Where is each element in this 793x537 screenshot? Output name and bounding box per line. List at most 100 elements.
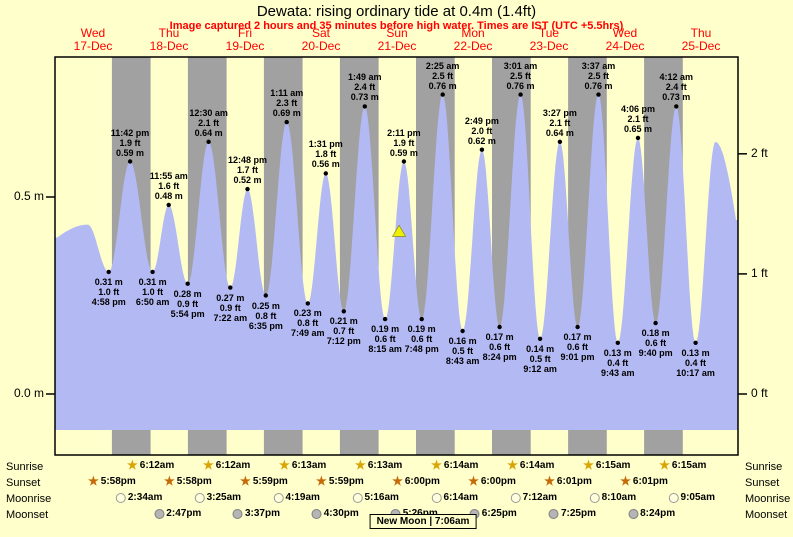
sunrise-entry: ★ 6:14am — [431, 458, 478, 472]
tide-extreme-dot — [497, 324, 502, 330]
moonset-row-label-left: Moonset — [6, 509, 49, 521]
moonrise-moon-icon — [510, 492, 521, 503]
sunrise-entry: ★ 6:13am — [355, 458, 403, 472]
tide-high-label: 12:30 am 2.1 ft 0.64 m — [189, 107, 228, 138]
moonrise-moon-icon — [352, 492, 363, 503]
sunset-entry: ★ 6:00pm — [392, 474, 440, 488]
moonrise-moon-icon — [273, 492, 284, 503]
sunrise-star-icon: ★ — [203, 458, 214, 472]
tide-high-label: 2:11 pm 1.9 ft 0.59 m — [387, 127, 421, 158]
tide-low-label: 0.14 m 0.5 ft 9:12 am — [523, 343, 557, 374]
sunset-entry: ★ 6:01pm — [620, 475, 668, 487]
sunrise-row-label-left: Sunrise — [6, 461, 44, 473]
sunset-star-icon: ★ — [392, 474, 403, 488]
moonset-time: 7:25pm — [560, 508, 596, 519]
tide-extreme-dot — [537, 336, 543, 341]
sunset-time: 5:59pm — [252, 476, 288, 487]
y-axis-label-right: 0 ft — [751, 386, 768, 400]
tide-low-label: 0.31 m 1.0 ft 4:58 pm — [91, 276, 126, 307]
moonset-time: 8:24pm — [640, 508, 676, 519]
moonset-time: 2:47pm — [166, 508, 202, 519]
tide-extreme-dot — [206, 139, 211, 144]
page-subtitle: Image captured 2 hours and 35 minutes be… — [169, 20, 624, 32]
chart-frame — [54, 56, 739, 456]
sunset-time: 6:00pm — [480, 476, 516, 487]
sunset-time: 6:01pm — [556, 476, 592, 487]
sunrise-star-icon: ★ — [431, 458, 442, 472]
moonrise-entry: 4:19am — [273, 492, 320, 503]
moonrise-entry: 3:25am — [194, 492, 241, 503]
tide-extreme-dot — [460, 328, 465, 334]
sunset-time: 5:58pm — [176, 476, 212, 487]
moonset-moon-icon — [548, 508, 559, 519]
tide-extreme-dot — [166, 202, 171, 208]
moonrise-time: 7:12am — [522, 492, 558, 503]
tide-extreme-dot — [557, 139, 563, 144]
page-title: Dewata: rising ordinary tide at 0.4m (1.… — [256, 3, 537, 20]
sunset-entry: ★ 5:58pm — [164, 475, 212, 487]
tide-extreme-dot — [305, 301, 310, 306]
tide-extreme-dot — [440, 92, 445, 97]
tide-low-label: 0.17 m 0.6 ft 8:24 pm — [482, 332, 517, 363]
sunrise-entry: ★ 6:15am — [659, 458, 707, 472]
moonset-time: 3:37pm — [244, 508, 280, 519]
sunrise-time: 6:14am — [519, 460, 555, 471]
moonrise-entry: 8:10am — [589, 492, 636, 503]
sunrise-star-icon: ★ — [355, 458, 366, 472]
y-axis-label-left: 0.5 m — [13, 189, 44, 203]
sunrise-star-icon: ★ — [659, 458, 670, 472]
tide-high-label: 3:01 am 2.5 ft 0.76 m — [503, 60, 538, 91]
sunset-row-label-right: Sunset — [745, 477, 780, 489]
tide-low-label: 0.25 m 0.8 ft 6:35 pm — [248, 300, 283, 331]
sunrise-entry: ★ 6:15am — [583, 459, 630, 471]
tide-extreme-dot — [615, 340, 620, 345]
moonset-entry: 7:25pm — [548, 508, 596, 519]
tide-extreme-dot — [185, 281, 190, 286]
tide-low-label: 0.21 m 0.7 ft 7:12 pm — [326, 316, 361, 347]
moonset-row-label-right: Moonset — [745, 509, 788, 521]
moonrise-entry: 6:14am — [431, 492, 478, 503]
moonset-time: 4:30pm — [323, 508, 359, 519]
moonset-moon-icon — [154, 508, 165, 519]
tide-high-label: 1:49 am 2.4 ft 0.73 m — [347, 72, 382, 103]
sunrise-time: 6:12am — [215, 460, 251, 471]
y-axis-label-left: 0.0 m — [13, 386, 44, 400]
sunrise-time: 6:15am — [671, 460, 707, 471]
tide-low-label: 0.28 m 0.9 ft 5:54 pm — [170, 288, 205, 319]
moonset-moon-icon — [628, 508, 639, 519]
moonset-entry: 3:37pm — [232, 508, 280, 519]
moonrise-time: 6:14am — [443, 492, 478, 503]
sunset-star-icon: ★ — [88, 474, 99, 488]
sunset-star-icon: ★ — [240, 474, 251, 488]
tide-extreme-dot — [362, 104, 367, 109]
sunrise-star-icon: ★ — [127, 458, 138, 472]
day-label: Sat 20-Dec — [301, 26, 341, 53]
moonset-entry: 2:47pm — [154, 508, 201, 519]
tide-low-label: 0.31 m 1.0 ft 6:50 am — [135, 276, 170, 307]
tide-extreme-dot — [401, 159, 407, 164]
sunrise-time: 6:12am — [139, 460, 175, 471]
sunset-star-icon: ★ — [544, 474, 555, 488]
day-label: Sun 21-Dec — [377, 26, 417, 53]
sunrise-entry: ★ 6:12am — [203, 458, 251, 472]
day-label: Tue 23-Dec — [529, 26, 569, 53]
tide-low-label: 0.17 m 0.6 ft 9:01 pm — [560, 332, 595, 363]
day-label: Wed 24-Dec — [605, 26, 645, 53]
moonrise-moon-icon — [668, 492, 679, 503]
tide-low-label: 0.16 m 0.5 ft 8:43 am — [445, 335, 480, 366]
tide-curve — [55, 94, 738, 430]
day-label: Mon 22-Dec — [453, 26, 493, 53]
tide-high-label: 1:11 am 2.3 ft 0.69 m — [270, 88, 304, 119]
moonrise-moon-icon — [115, 492, 126, 503]
tide-low-label: 0.13 m 0.4 ft 10:17 am — [676, 347, 715, 378]
tide-high-label: 12:48 pm 1.7 ft 0.52 m — [228, 155, 268, 186]
sunrise-time: 6:13am — [367, 460, 403, 471]
tide-high-label: 4:12 am 2.4 ft 0.73 m — [659, 72, 694, 103]
moonrise-row-label-left: Moonrise — [6, 493, 52, 505]
tide-extreme-dot — [323, 171, 328, 176]
sunrise-star-icon: ★ — [279, 458, 290, 472]
tide-extreme-dot — [106, 269, 111, 275]
tide-low-label: 0.18 m 0.6 ft 9:40 pm — [638, 328, 673, 359]
